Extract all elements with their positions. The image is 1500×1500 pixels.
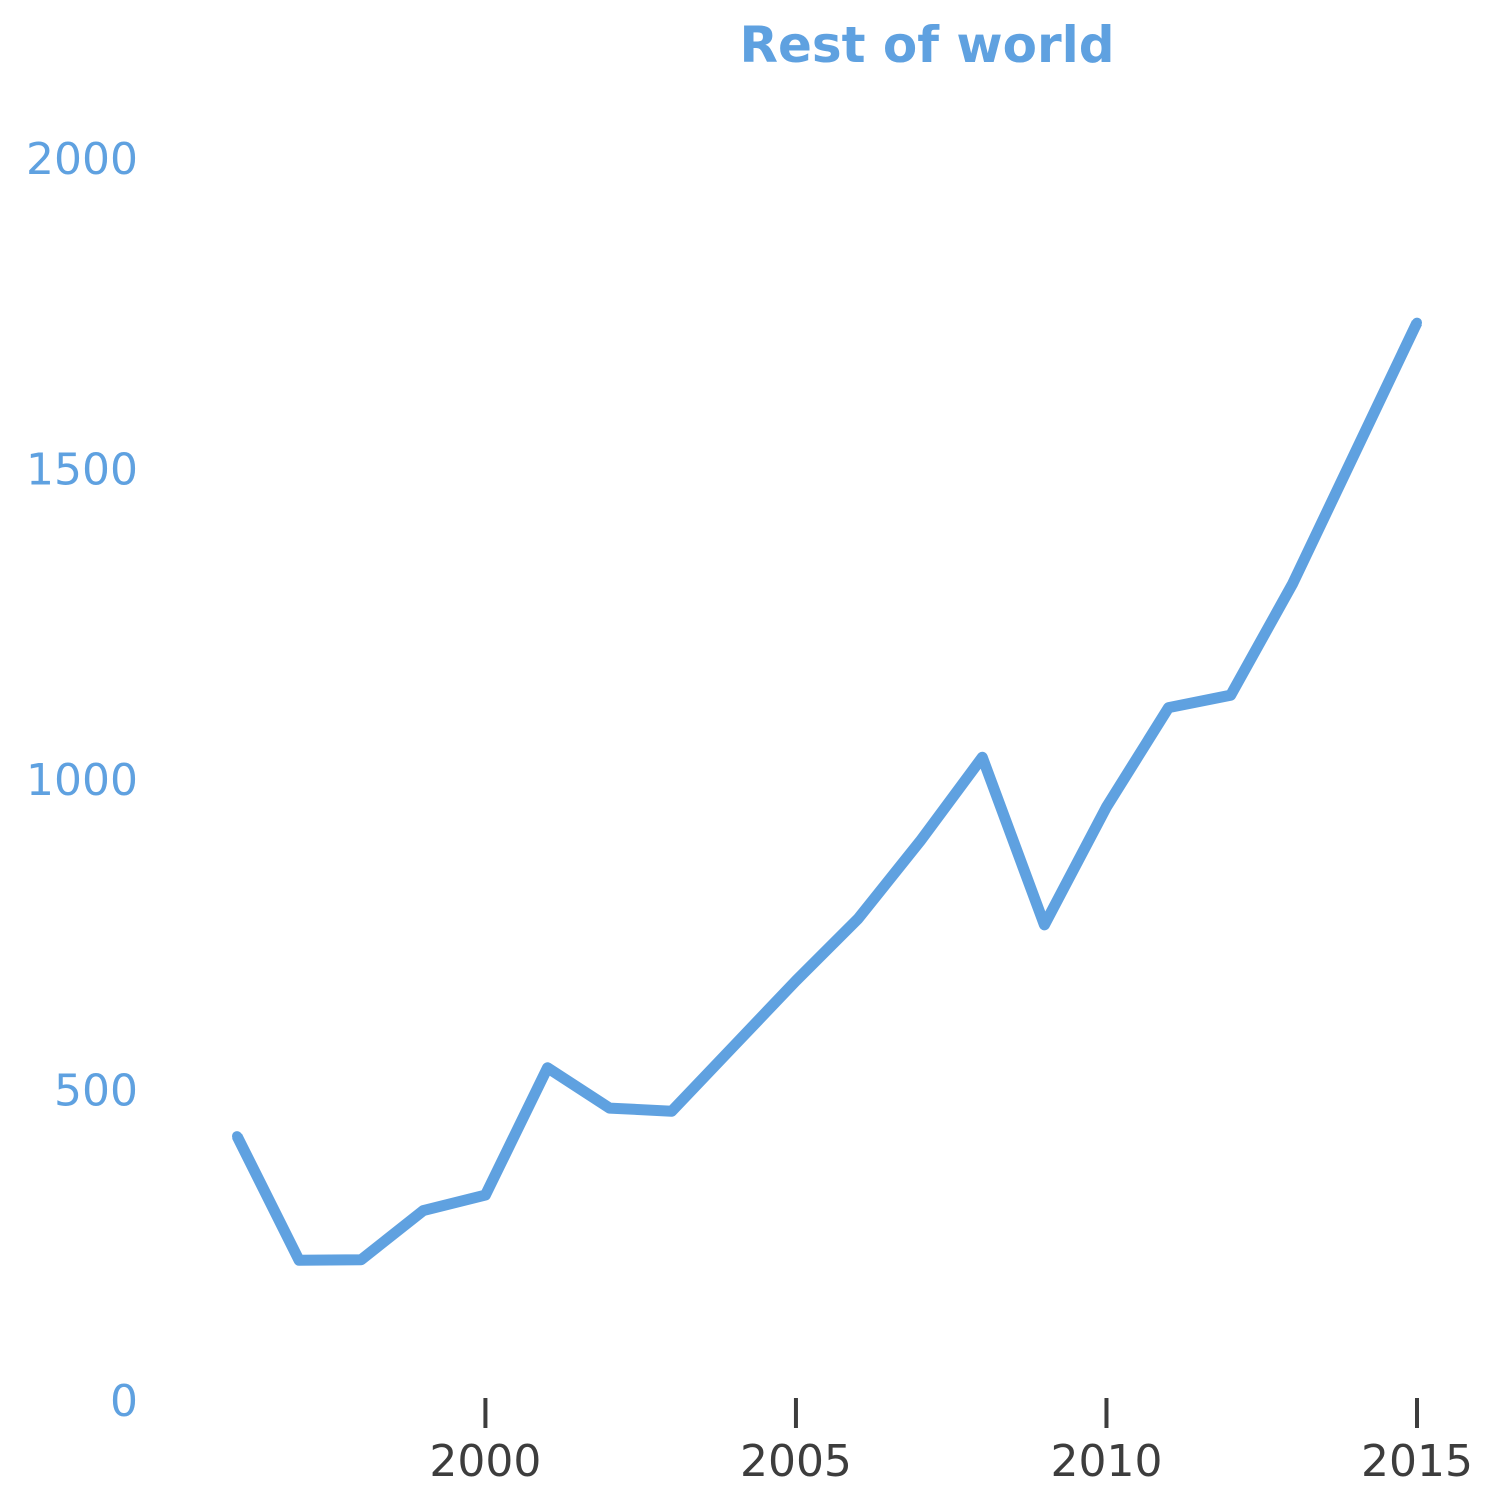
data-point [232,1131,242,1142]
y-tick-label: 500 [54,1066,138,1117]
data-point [294,1255,305,1266]
data-point [1163,702,1174,713]
data-point [915,836,926,847]
data-point [977,752,988,763]
data-point [853,913,864,924]
data-point [1101,801,1112,812]
data-point [728,1041,739,1052]
series-layer [232,317,1422,1266]
y-tick-label: 1000 [26,755,138,806]
data-point [418,1205,429,1216]
data-point [1039,919,1050,930]
data-point [542,1062,553,1073]
x-tick-label: 2015 [1361,1436,1473,1487]
data-point [1287,578,1298,589]
data-point [1349,447,1360,458]
chart-title: Rest of world [739,16,1114,74]
series-line [232,320,1422,1266]
data-point [604,1103,615,1114]
data-point [480,1190,491,1201]
data-point [1412,317,1422,328]
y-tick-label: 1500 [26,445,138,496]
data-point [790,975,801,986]
y-axis-ticks: 0 500 1000 1500 2000 [26,134,138,1427]
y-tick-label: 2000 [26,134,138,185]
data-point [666,1106,677,1117]
data-point [1225,690,1236,701]
x-tick-label: 2010 [1050,1436,1162,1487]
y-tick-label: 0 [110,1376,138,1427]
x-axis: 2000 2005 2010 2015 [429,1398,1473,1487]
data-point [356,1254,367,1265]
x-tick-label: 2005 [740,1436,852,1487]
x-tick-label: 2000 [429,1436,541,1487]
